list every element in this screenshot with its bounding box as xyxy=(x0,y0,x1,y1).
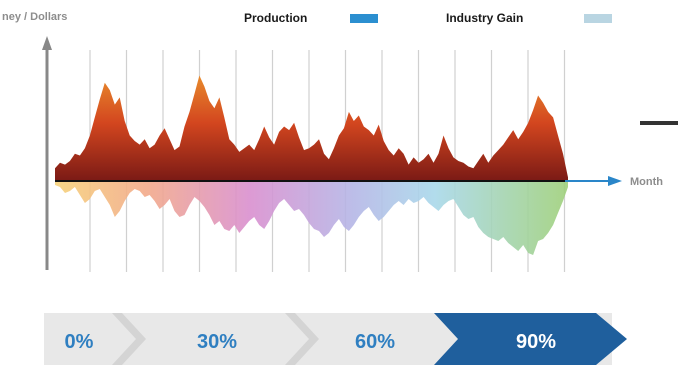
progress-stage-30: 30% xyxy=(197,331,237,353)
progress-segment-active xyxy=(434,313,627,365)
x-axis-arrowhead xyxy=(608,176,622,186)
x-axis-label: Month xyxy=(630,176,663,188)
y-axis-arrowhead xyxy=(42,36,52,50)
legend-label-production: Production xyxy=(244,11,308,25)
progress-divider-2 xyxy=(285,313,319,365)
series-area-production xyxy=(55,75,568,181)
progress-stage-0: 0% xyxy=(65,331,94,353)
y-axis-label: ney / Dollars xyxy=(2,11,68,23)
legend-label-industry-gain: Industry Gain xyxy=(446,11,524,25)
progress-stage-90: 90% xyxy=(516,331,556,353)
progress-stage-60: 60% xyxy=(355,331,395,353)
legend-swatch-industry-gain xyxy=(584,14,612,23)
series-area-industry-gain xyxy=(55,181,568,255)
side-dash-mark xyxy=(640,121,678,125)
progress-bar: 0% 30% 60% 90% xyxy=(44,313,627,365)
legend-swatch-production xyxy=(350,14,378,23)
progress-divider-1 xyxy=(112,313,146,365)
